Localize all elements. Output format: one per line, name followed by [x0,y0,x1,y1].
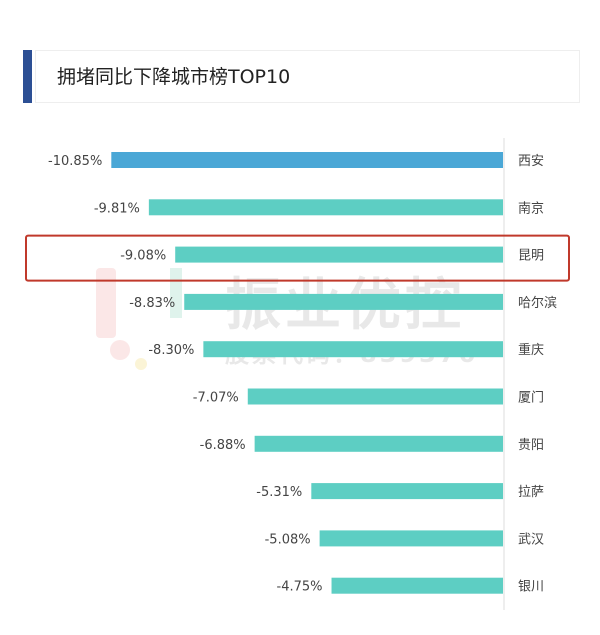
category-label: 昆明 [518,249,544,264]
data-label: -8.30% [148,343,194,358]
bar-5 [247,388,503,405]
data-label: -10.85% [48,154,102,169]
bar-8 [319,530,503,547]
data-label: -5.31% [256,485,302,500]
category-label: 西安 [518,154,544,169]
category-label: 南京 [518,200,544,216]
bar-3 [184,293,503,310]
bar-0 [111,152,503,168]
bar-9 [331,577,503,594]
bar-6 [254,435,503,452]
category-label: 银川 [518,580,544,595]
header-box [35,50,580,103]
category-label: 哈尔滨 [518,295,557,311]
data-label: -7.07% [193,391,239,406]
header-accent-bar [23,50,32,103]
category-label: 拉萨 [518,485,544,500]
data-label: -9.08% [120,249,166,264]
category-label: 厦门 [518,391,544,406]
bar-2 [175,246,503,263]
data-label: -8.83% [129,296,175,311]
data-label: -4.75% [277,580,323,595]
bar-7 [311,483,503,500]
data-label: -9.81% [94,201,140,216]
highlight-box [25,234,570,282]
data-label: -6.88% [200,438,246,453]
category-label: 武汉 [518,532,544,547]
bar-4 [203,341,503,358]
page-title: 拥堵同比下降城市榜TOP10 [57,66,291,88]
bar-1 [148,199,503,216]
category-label: 重庆 [518,342,544,358]
data-label: -5.08% [265,532,311,547]
category-label: 贵阳 [518,438,544,453]
